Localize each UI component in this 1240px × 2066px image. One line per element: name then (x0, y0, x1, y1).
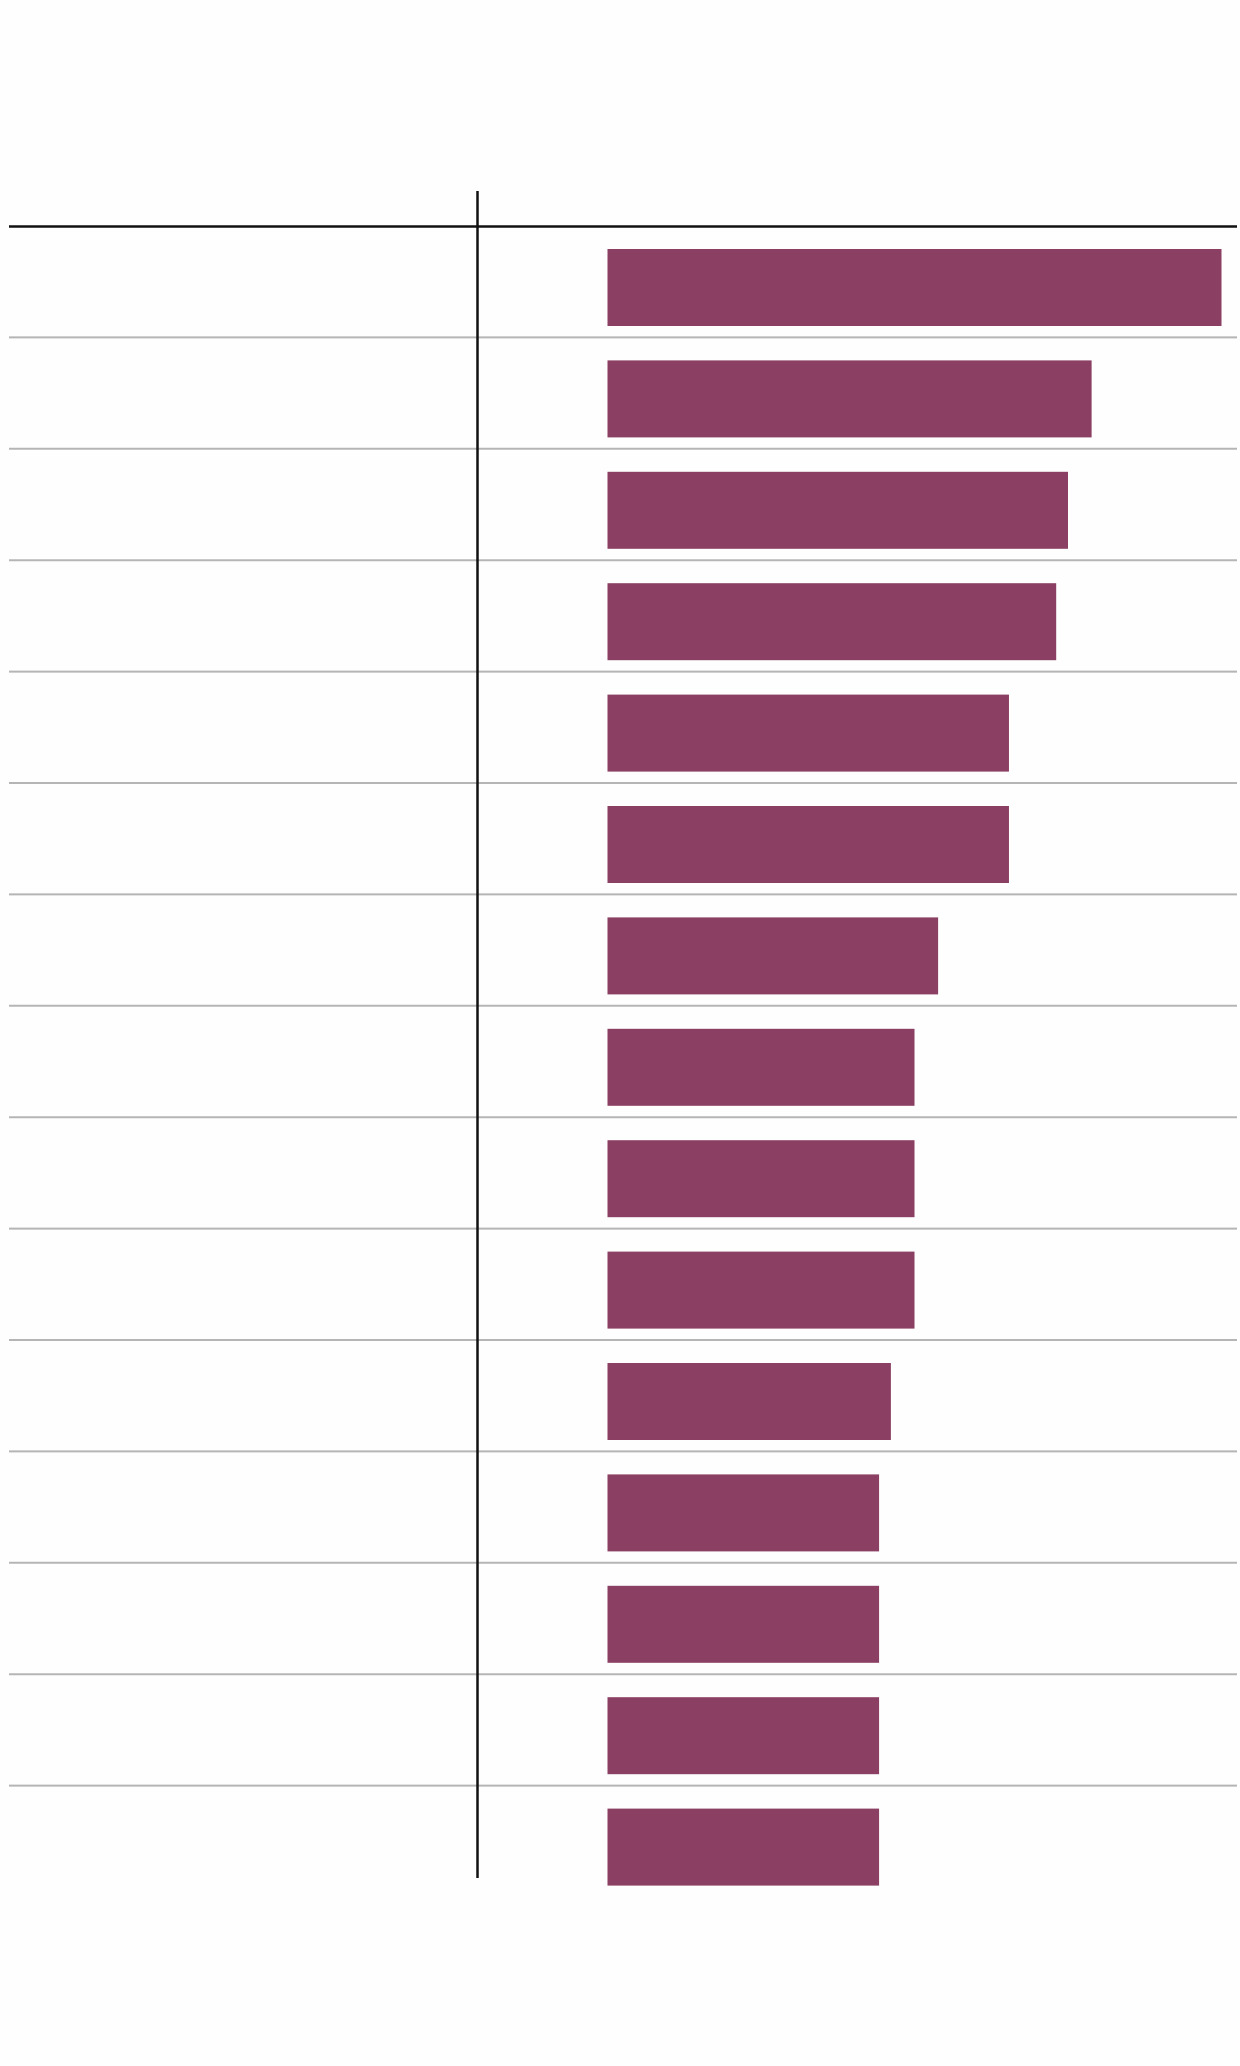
bar (607, 1140, 915, 1218)
bar (607, 917, 939, 995)
bar (607, 249, 1222, 326)
bar (607, 1585, 880, 1663)
bar (607, 583, 1057, 661)
bar (607, 471, 1068, 549)
bar (607, 360, 1092, 438)
bar (607, 1697, 880, 1775)
bar (607, 806, 1009, 883)
bar (607, 1251, 915, 1329)
bar (607, 1028, 915, 1106)
bar (607, 1808, 880, 1886)
bar (607, 1474, 880, 1552)
bar (607, 694, 1009, 772)
bar (607, 1363, 891, 1440)
